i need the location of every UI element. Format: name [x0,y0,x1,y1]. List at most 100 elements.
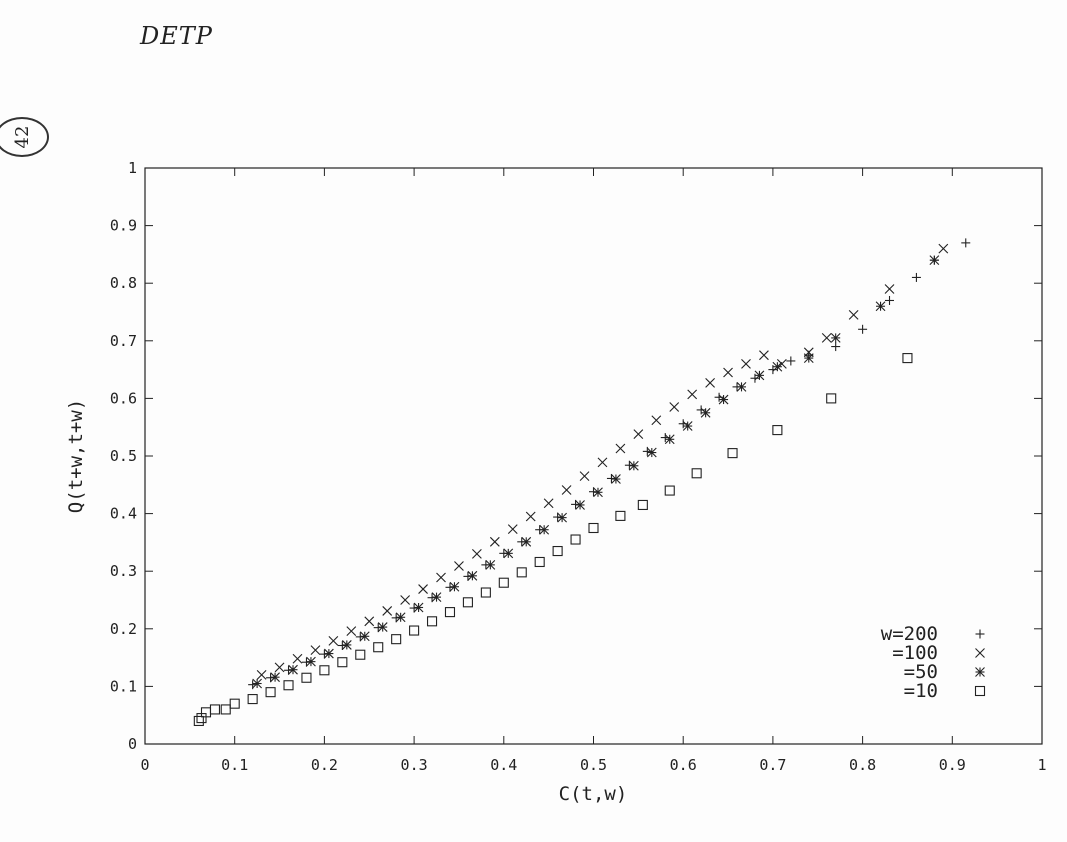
data-point [553,512,563,522]
data-point [669,402,680,412]
data-point [831,342,841,352]
data-point [875,301,886,312]
data-point [328,636,339,646]
x-tick-label: 0 [140,756,149,774]
data-point [516,567,527,578]
data-point [884,284,895,294]
data-point [284,665,294,675]
data-point [507,524,518,535]
data-point [727,448,738,459]
data-point [579,471,590,482]
data-point [489,536,500,547]
data-point [557,512,567,523]
data-point [687,389,698,400]
data-point [229,698,240,709]
data-point [373,623,383,633]
data-point [413,602,424,613]
data-point [552,545,563,557]
data-point [449,581,460,592]
data-point [534,556,545,568]
data-point [736,381,747,392]
x-tick-label: 0.2 [311,756,338,774]
data-point [337,657,348,668]
data-point [772,361,783,372]
data-point [247,694,258,705]
data-point [615,510,626,521]
data-point [772,425,783,436]
data-point [427,593,437,603]
data-point [341,640,352,650]
data-point [418,584,428,594]
y-tick-label: 0.1 [110,677,137,695]
data-point [373,642,384,653]
data-point [445,582,455,592]
data-point [741,358,751,369]
data-point [723,367,733,378]
legend-label: =10 [904,680,938,702]
data-point [664,485,675,496]
series-0 [248,238,971,690]
data-point [678,419,688,429]
data-point [265,687,276,698]
data-point [503,548,514,559]
axis-ticks: 0 0.1 0.2 0.3 0.4 0.5 0.6 0.7 0.8 0.9 1 0 0.1 0.2 0.3 0… [110,159,1047,774]
y-tick-label: 0.5 [110,447,137,465]
y-tick-label: 0.9 [110,217,137,235]
data-point [337,641,347,651]
data-point [786,356,796,366]
data-point [319,665,330,676]
data-point [543,498,554,509]
data-point [274,662,285,673]
x-axis-label: C(t,w) [559,783,628,805]
data-point [803,353,814,363]
legend-marker [975,629,985,639]
data-point [409,603,419,613]
data-point [283,680,294,691]
data-point [436,572,446,583]
data-point [355,632,365,642]
data-point [664,434,675,445]
data-point [498,577,509,588]
data-point [539,524,550,535]
data-point [270,672,280,683]
data-point [561,485,572,495]
data-point [480,587,491,598]
data-point [193,715,204,727]
data-point [593,487,603,498]
data-point [754,370,765,381]
data-point [611,474,621,484]
data-point [961,238,971,248]
data-point [364,616,375,627]
data-point [615,443,626,454]
legend-label: =50 [904,661,938,683]
data-point [395,612,406,623]
data-point [637,499,648,511]
x-tick-label: 0.8 [849,756,876,774]
data-point [467,570,478,581]
data-point [858,324,868,334]
x-tick-label: 0.6 [670,756,697,774]
data-point [691,468,702,479]
data-point [301,657,311,667]
data-point [463,571,473,581]
data-point [646,447,657,458]
data-point [252,678,263,689]
data-point [700,407,711,418]
data-point [571,499,581,509]
data-point [319,649,329,659]
data-point [409,625,420,636]
data-point [902,353,913,364]
data-point [929,255,940,266]
data-point [705,377,715,388]
data-point [292,653,303,664]
data-point [606,473,616,483]
y-axis-label: Q(t+w,t+w) [65,399,87,513]
y-tick-label: 1 [128,159,137,177]
x-tick-label: 0.1 [221,756,248,774]
x-tick-label: 0.7 [759,756,786,774]
legend-marker [975,667,985,677]
data-point [651,415,662,426]
series-1 [256,243,949,680]
